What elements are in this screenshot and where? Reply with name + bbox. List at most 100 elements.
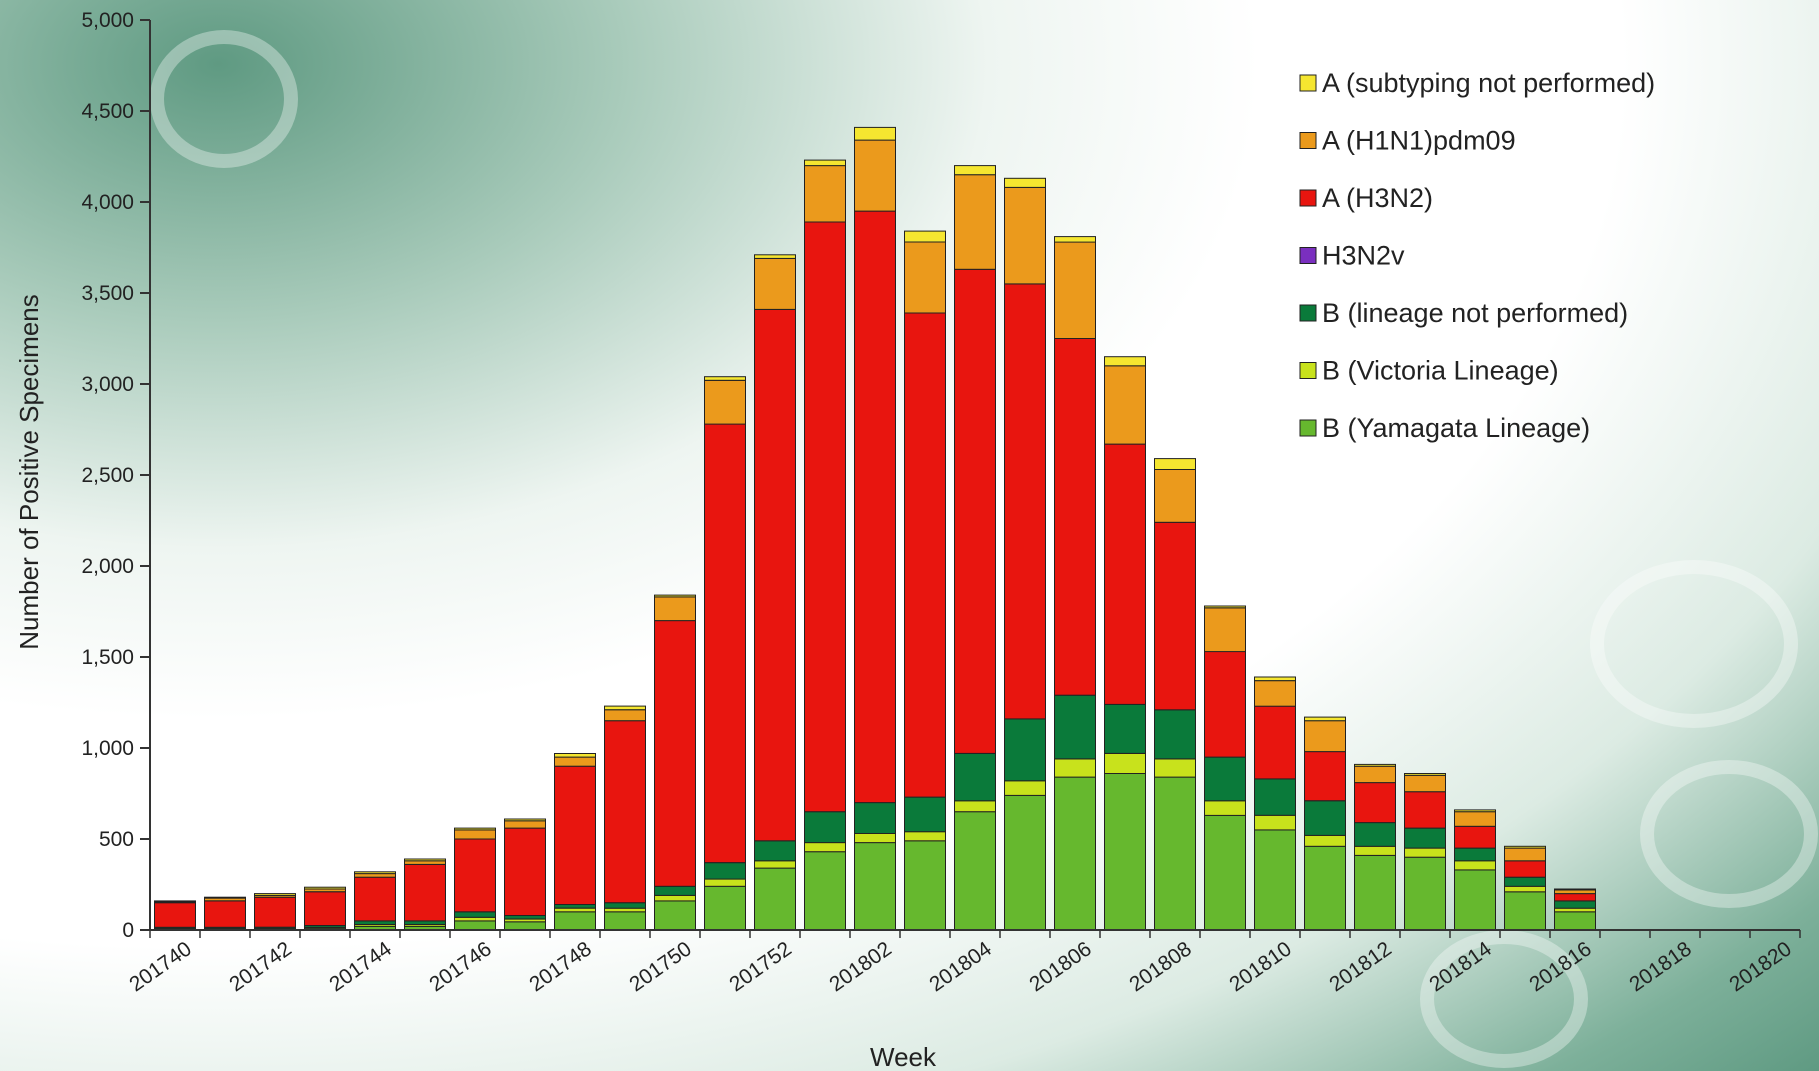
bar-segment — [1354, 782, 1396, 824]
bar-segment — [554, 756, 596, 767]
legend-label: A (subtyping not performed) — [1322, 68, 1655, 98]
bar-segment — [854, 139, 896, 212]
bar-segment — [1104, 773, 1146, 931]
bar-segment — [1354, 763, 1396, 767]
x-tick-label: 201808 — [1125, 937, 1196, 996]
bar-segment — [1454, 869, 1496, 931]
bar-segment — [354, 920, 396, 926]
x-tick-label: 201814 — [1425, 937, 1496, 996]
bar-segment — [804, 842, 846, 853]
bar-segment — [804, 159, 846, 167]
x-tick-label: 201802 — [825, 937, 896, 996]
bar-segment — [704, 376, 746, 381]
bar-segment — [404, 864, 446, 922]
bar-segment — [954, 165, 996, 176]
bar-segment — [1054, 236, 1096, 243]
bar-segment — [1454, 847, 1496, 862]
bar-segment — [654, 594, 696, 598]
bar-segment — [1204, 651, 1246, 758]
bar-segment — [1404, 827, 1446, 849]
bar-segment — [1354, 845, 1396, 856]
bar-segment — [804, 811, 846, 844]
bar-segment — [1054, 694, 1096, 760]
y-tick-label: 4,500 — [81, 100, 134, 123]
bar-segment — [704, 878, 746, 887]
y-tick-label: 500 — [99, 828, 134, 851]
bar-segment — [654, 885, 696, 896]
bar-segment — [1354, 854, 1396, 931]
bar-segment — [1104, 703, 1146, 754]
x-tick-label: 201804 — [925, 937, 996, 996]
bar-segment — [504, 820, 546, 829]
y-tick-label: 1,000 — [81, 737, 134, 760]
bar-segment — [1454, 825, 1496, 849]
bar-segment — [1004, 283, 1046, 720]
bar-segment — [704, 862, 746, 880]
bar-segment — [954, 753, 996, 802]
legend-swatch — [1299, 362, 1317, 379]
bar-segment — [1154, 758, 1196, 778]
y-tick-label: 3,000 — [81, 373, 134, 396]
x-tick-label: 201812 — [1325, 937, 1396, 996]
bar-segment — [1554, 907, 1596, 913]
bar-segment — [604, 709, 646, 722]
bar-segment — [1204, 814, 1246, 931]
bar-segment — [1154, 709, 1196, 760]
bar-segment — [554, 907, 596, 913]
bar-segment — [1004, 186, 1046, 285]
bar-segment — [1054, 338, 1096, 696]
bar-segment — [1104, 356, 1146, 367]
bar-segment — [1554, 888, 1596, 891]
bar-segment — [954, 174, 996, 270]
bar-segment — [854, 210, 896, 804]
bar-segment — [1254, 778, 1296, 816]
x-tick-label: 201810 — [1225, 937, 1296, 996]
bar-segment — [704, 423, 746, 864]
bar-segment — [654, 596, 696, 622]
bar-segment — [554, 911, 596, 931]
bar-segment — [554, 753, 596, 758]
bar-segment — [1554, 911, 1596, 931]
y-tick-label: 1,500 — [81, 646, 134, 669]
bar-segment — [954, 800, 996, 813]
bar-segment — [1504, 885, 1546, 893]
x-tick-label: 201750 — [625, 937, 696, 996]
bar-segment — [554, 765, 596, 906]
bar-segment — [754, 257, 796, 310]
y-tick-label: 5,000 — [81, 9, 134, 32]
legend: A (subtyping not performed) A (H1N1)pdm09… — [1299, 68, 1655, 443]
bar-segment — [1004, 718, 1046, 782]
y-tick-label: 2,000 — [81, 555, 134, 578]
bar-segment — [1504, 847, 1546, 862]
bar-segment — [1504, 845, 1546, 849]
bar-segment — [1104, 365, 1146, 445]
x-tick-label: 201746 — [425, 937, 496, 996]
bar-segment — [254, 896, 296, 928]
bar-segment — [1404, 773, 1446, 776]
legend-swatch — [1299, 189, 1317, 207]
bar-segment — [1454, 809, 1496, 813]
bar-segment — [654, 620, 696, 887]
bar-segment — [654, 894, 696, 902]
bar-segment — [904, 312, 946, 798]
bars-layer — [154, 126, 1596, 931]
bar-segment — [154, 902, 196, 928]
bar-segment — [1254, 829, 1296, 931]
bar-segment — [304, 886, 346, 890]
bar-segment — [354, 876, 396, 922]
bar-segment — [804, 165, 846, 223]
x-tick-label: 201752 — [725, 937, 796, 996]
bar-segment — [804, 221, 846, 813]
bar-segment — [604, 902, 646, 909]
bar-segment — [1054, 758, 1096, 778]
bar-segment — [204, 896, 246, 899]
bar-segment — [1104, 443, 1146, 705]
bar-segment — [1054, 776, 1096, 931]
bar-segment — [754, 308, 796, 842]
y-tick-label: 4,000 — [81, 191, 134, 214]
bar-segment — [1304, 720, 1346, 753]
bar-segment — [1554, 889, 1596, 895]
legend-label: A (H1N1)pdm09 — [1322, 126, 1516, 156]
x-tick-label: 201740 — [125, 937, 196, 996]
legend-label: B (lineage not performed) — [1322, 298, 1628, 328]
